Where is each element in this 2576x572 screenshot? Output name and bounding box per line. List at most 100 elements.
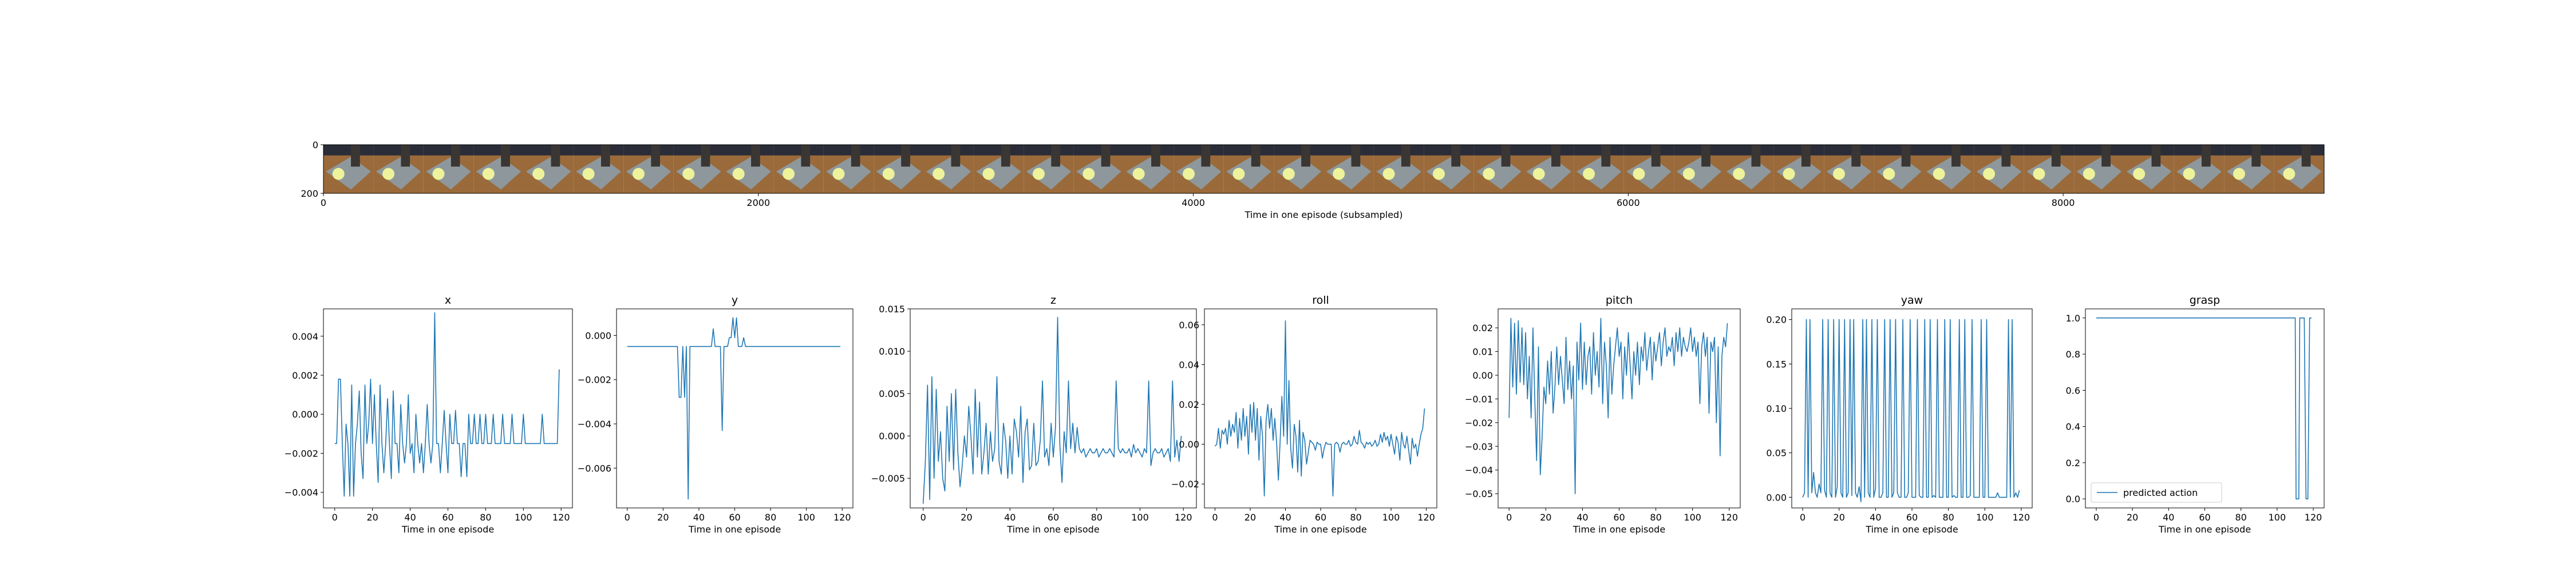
frame-robot-arm <box>2201 145 2211 167</box>
frame-thumbnail <box>423 145 474 193</box>
xtick-label: 80 <box>1350 512 1361 523</box>
frame-ball <box>432 168 445 180</box>
frame-background <box>2074 145 2124 156</box>
frame-background <box>1024 145 1074 156</box>
subplot-grasp: 0 20 40 60 80 100 120 0.0 0.2 0.4 0.6 0.8 1.0 grasp Ti… <box>2066 294 2325 535</box>
ytick-label: 0.015 <box>879 304 905 315</box>
series-line <box>627 317 841 500</box>
frame-ball <box>1432 168 1445 180</box>
frame-background <box>323 145 374 156</box>
ytick-label: −0.02 <box>1171 479 1199 490</box>
frame-ball <box>1333 168 1345 180</box>
frame-robot-arm <box>2001 145 2011 167</box>
frame-thumbnail <box>1424 145 1474 193</box>
frame-thumbnail <box>1073 145 1124 193</box>
frame-background <box>373 145 424 156</box>
ytick-label: 0.010 <box>879 346 905 357</box>
xtick-label: 20 <box>2127 512 2138 523</box>
frame-robot-arm <box>1101 145 1111 167</box>
strip-ytick-label: 200 <box>301 188 318 199</box>
frame-ball <box>1132 168 1145 180</box>
frame-thumbnail <box>1174 145 1224 193</box>
frame-robot-arm <box>701 145 710 167</box>
frame-thumbnail <box>1674 145 1724 193</box>
xtick-label: 120 <box>833 512 851 523</box>
frame-background <box>724 145 774 156</box>
xtick-label: 100 <box>2269 512 2286 523</box>
frame-ball <box>1633 168 1645 180</box>
xtick-label: 80 <box>2235 512 2247 523</box>
frame-robot-arm <box>1751 145 1761 167</box>
strip-frame <box>323 144 2325 194</box>
frame-thumbnail <box>823 145 874 193</box>
plot-xlabel: Time in one episode <box>1865 524 1958 535</box>
frame-background <box>1174 145 1224 156</box>
subplot-x: 0 20 40 60 80 100 120 −0.004 −0.002 0.000 0.002 0.0… <box>285 294 573 535</box>
frame-robot-arm <box>1601 145 1611 167</box>
plot-title: yaw <box>1901 294 1923 307</box>
xtick-label: 40 <box>404 512 416 523</box>
subplot-yaw: 0 20 40 60 80 100 120 0.00 0.05 0.10 0.15 0.20 yaw Ti… <box>1766 294 2033 535</box>
xtick-label: 60 <box>1906 512 1918 523</box>
frame-ball <box>382 168 395 180</box>
xtick-label: 40 <box>1004 512 1016 523</box>
xtick-label: 20 <box>367 512 378 523</box>
legend-box <box>2091 482 2222 503</box>
frame-thumbnail <box>2024 145 2075 193</box>
xtick-label: 80 <box>1650 512 1661 523</box>
ytick-label: −0.002 <box>285 448 318 459</box>
frame-background <box>1824 145 1874 156</box>
frame-robot-arm <box>651 145 661 167</box>
frame-ball <box>2283 168 2296 180</box>
xtick-label: 80 <box>765 512 776 523</box>
frame-background <box>523 145 574 156</box>
frame-background <box>2024 145 2075 156</box>
plot-title: grasp <box>2190 294 2220 307</box>
plot-title: pitch <box>1606 294 1633 307</box>
subplot-pitch: 0 20 40 60 80 100 120 −0.05 −0.04 −0.03 −0.02 −0.01… <box>1465 294 1741 535</box>
plot-frame <box>323 308 573 509</box>
frame-ball <box>1483 168 1495 180</box>
frame-robot-arm <box>600 145 610 167</box>
frame-ball <box>783 168 795 180</box>
frame-thumbnail <box>1274 145 1324 193</box>
frame-background <box>1524 145 1574 156</box>
frame-robot-arm <box>1851 145 1861 167</box>
frame-ball <box>2233 168 2245 180</box>
frame-background <box>1574 145 1624 156</box>
subplot-z: 0 20 40 60 80 100 120 −0.005 0.000 0.005 0.010 0.01… <box>871 294 1197 535</box>
plot-frame <box>1204 308 1437 509</box>
frame-ball <box>482 168 495 180</box>
frame-thumbnail <box>623 145 674 193</box>
frame-thumbnail <box>1874 145 1924 193</box>
frame-background <box>1924 145 1974 156</box>
strip-xtick-label: 4000 <box>1182 197 1205 208</box>
ytick-label: 0.8 <box>2066 349 2080 360</box>
frame-ball <box>1783 168 1795 180</box>
frame-robot-arm <box>751 145 760 167</box>
frame-ball <box>1532 168 1545 180</box>
ytick-label: −0.002 <box>578 375 611 386</box>
frame-thumbnail <box>923 145 974 193</box>
ytick-label: −0.004 <box>285 487 318 498</box>
frame-robot-arm <box>2101 145 2111 167</box>
xtick-label: 120 <box>1175 512 1192 523</box>
xtick-label: 40 <box>2163 512 2174 523</box>
frame-background <box>973 145 1024 156</box>
frame-ball <box>632 168 645 180</box>
strip-xtick-label: 0 <box>321 197 326 208</box>
plot-title: roll <box>1312 294 1329 307</box>
xtick-label: 100 <box>515 512 532 523</box>
ytick-label: 0.02 <box>1179 399 1199 410</box>
ytick-label: 0.000 <box>879 431 905 442</box>
ytick-label: 0.00 <box>1179 439 1199 450</box>
xtick-label: 0 <box>1212 512 1218 523</box>
frame-thumbnail <box>2124 145 2174 193</box>
ytick-label: 0.0 <box>2066 494 2080 505</box>
frame-background <box>1323 145 1374 156</box>
frame-ball <box>1983 168 1996 180</box>
frame-ball <box>532 168 545 180</box>
frame-robot-arm <box>551 145 560 167</box>
subplot-roll: 0 20 40 60 80 100 120 −0.02 0.00 0.02 0.04 0.06 roll… <box>1171 294 1437 535</box>
xtick-label: 60 <box>1048 512 1059 523</box>
